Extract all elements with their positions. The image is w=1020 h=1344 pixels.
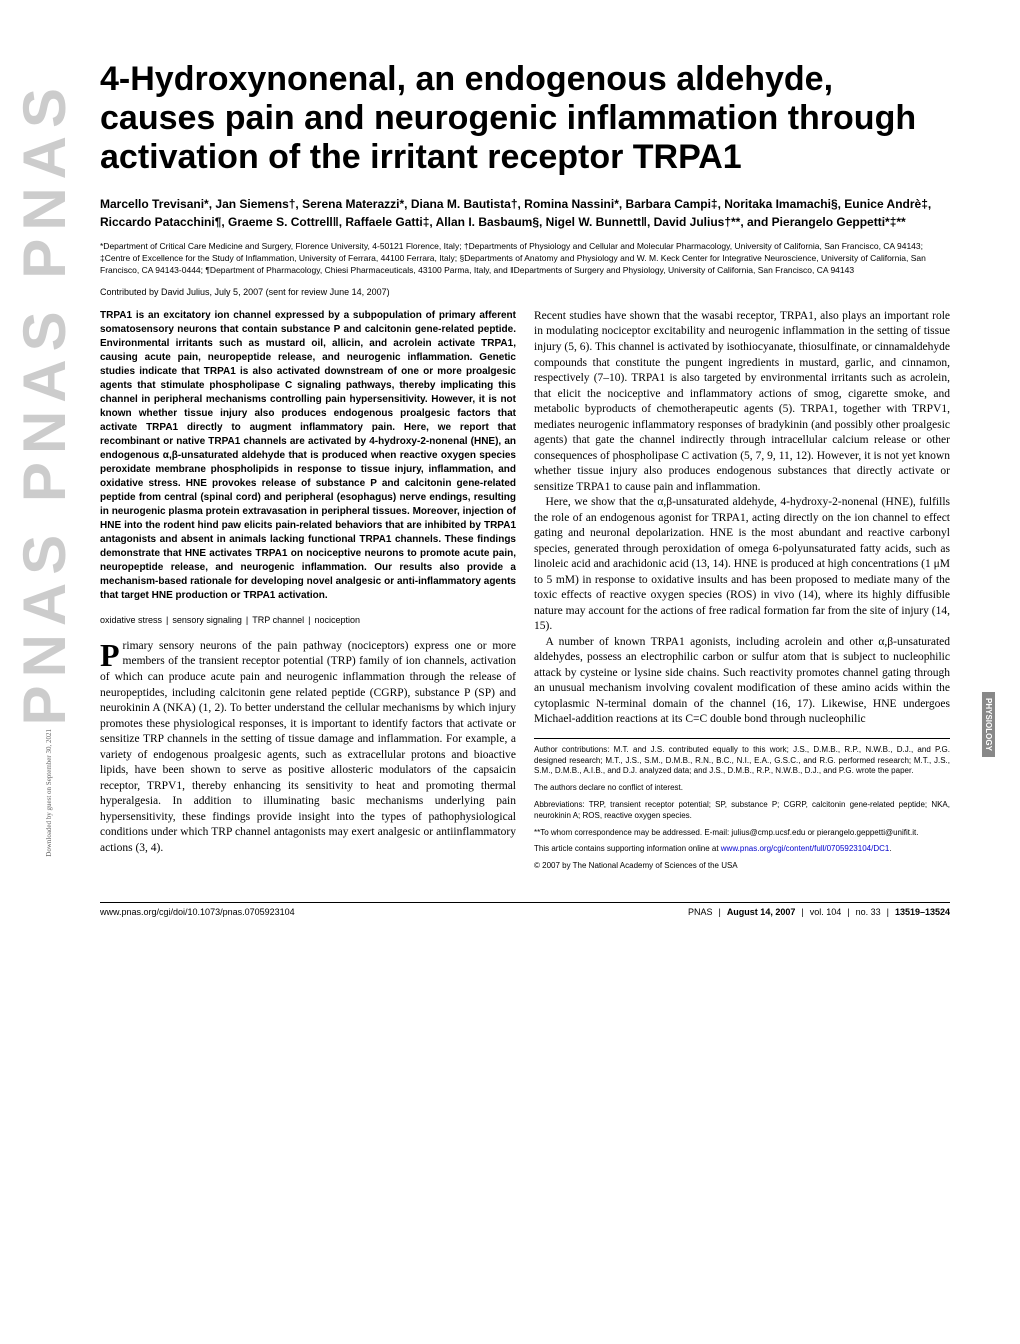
- contributed-line: Contributed by David Julius, July 5, 200…: [100, 287, 950, 297]
- footer-citation: PNAS|August 14, 2007|vol. 104|no. 33|135…: [688, 907, 950, 917]
- keyword: TRP channel: [252, 615, 304, 625]
- body-paragraph: A number of known TRPA1 agonists, includ…: [534, 635, 950, 728]
- keyword: sensory signaling: [172, 615, 242, 625]
- si-link[interactable]: www.pnas.org/cgi/content/full/0705923104…: [721, 844, 890, 853]
- page-footer: www.pnas.org/cgi/doi/10.1073/pnas.070592…: [100, 902, 950, 917]
- pnas-watermark: PNAS PNAS PNAS: [10, 80, 79, 725]
- body-text-left: Primary sensory neurons of the pain path…: [100, 639, 516, 856]
- footer-doi: www.pnas.org/cgi/doi/10.1073/pnas.070592…: [100, 907, 295, 917]
- two-column-layout: TRPA1 is an excitatory ion channel expre…: [100, 309, 950, 878]
- author-contributions: Author contributions: M.T. and J.S. cont…: [534, 745, 950, 777]
- affiliations: *Department of Critical Care Medicine an…: [100, 241, 950, 277]
- body-paragraph: Here, we show that the α,β-unsaturated a…: [534, 495, 950, 635]
- copyright: © 2007 by The National Academy of Scienc…: [534, 861, 950, 872]
- section-label: PHYSIOLOGY: [982, 692, 995, 757]
- footnotes: Author contributions: M.T. and J.S. cont…: [534, 745, 950, 872]
- page: PNAS PNAS PNAS Downloaded by guest on Se…: [0, 0, 1020, 957]
- body-text-right: Recent studies have shown that the wasab…: [534, 309, 950, 728]
- body-paragraph: rimary sensory neurons of the pain pathw…: [100, 640, 516, 854]
- article-title: 4-Hydroxynonenal, an endogenous aldehyde…: [100, 60, 950, 177]
- abstract: TRPA1 is an excitatory ion channel expre…: [100, 309, 516, 603]
- conflict-statement: The authors declare no conflict of inter…: [534, 783, 950, 794]
- footnote-rule: [534, 738, 950, 739]
- right-column: Recent studies have shown that the wasab…: [534, 309, 950, 878]
- supporting-info: This article contains supporting informa…: [534, 844, 950, 855]
- keywords: oxidative stress|sensory signaling|TRP c…: [100, 615, 516, 625]
- keyword: oxidative stress: [100, 615, 162, 625]
- author-list: Marcello Trevisani*, Jan Siemens†, Seren…: [100, 195, 950, 231]
- left-column: TRPA1 is an excitatory ion channel expre…: [100, 309, 516, 878]
- correspondence: **To whom correspondence may be addresse…: [534, 828, 950, 839]
- keyword: nociception: [314, 615, 360, 625]
- dropcap: P: [100, 639, 123, 670]
- download-note: Downloaded by guest on September 30, 202…: [45, 729, 53, 857]
- abbreviations: Abbreviations: TRP, transient receptor p…: [534, 800, 950, 822]
- body-paragraph: Recent studies have shown that the wasab…: [534, 309, 950, 495]
